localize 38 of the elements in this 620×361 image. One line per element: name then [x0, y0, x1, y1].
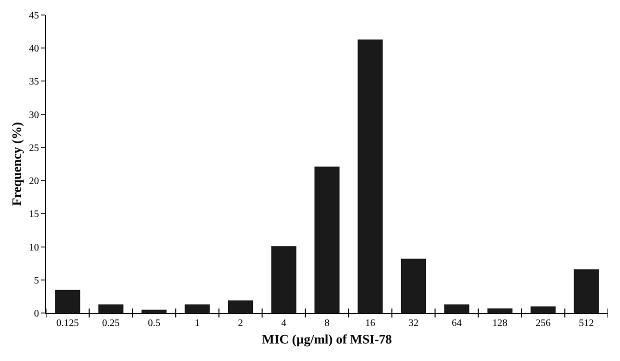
x-tick-label: 8	[324, 318, 330, 329]
x-tick-label: 256	[536, 318, 551, 329]
x-tick-label: 2	[238, 318, 244, 329]
x-tick-label: 32	[408, 318, 418, 329]
y-tick-label: 45	[29, 10, 39, 22]
bar	[487, 308, 512, 313]
bar	[314, 166, 340, 313]
x-tick-label: 512	[578, 318, 594, 329]
x-tick-label: 128	[492, 318, 508, 329]
bar	[271, 246, 296, 313]
bar	[530, 306, 556, 313]
bar	[358, 40, 383, 313]
y-tick-label: 5	[34, 275, 39, 286]
y-tick-label: 30	[29, 110, 39, 121]
bar	[142, 310, 167, 313]
y-tick-label: 20	[29, 176, 39, 188]
y-tick-label: 15	[29, 209, 39, 220]
bar	[400, 258, 426, 313]
x-tick-label: 64	[452, 318, 462, 329]
bar	[444, 304, 470, 313]
y-tick-label: 0	[34, 308, 39, 320]
y-tick-label: 35	[29, 76, 39, 88]
x-tick-label: 0.125	[56, 318, 79, 329]
y-tick-label: 40	[29, 44, 39, 55]
x-tick-label: 16	[365, 318, 376, 329]
x-tick-label: 0.25	[102, 318, 120, 329]
bar	[184, 304, 210, 313]
bar	[228, 300, 254, 313]
x-tick-label: 1	[194, 318, 200, 329]
x-tick-label: 4	[281, 318, 286, 329]
y-tick-label: 10	[29, 242, 39, 254]
bar	[98, 304, 124, 313]
x-tick-label: 0.5	[148, 318, 160, 329]
bar	[574, 269, 599, 313]
y-tick-label: 25	[29, 142, 39, 154]
bar	[55, 290, 80, 313]
x-axis-title: MIC (µg/ml) of MSI-78	[262, 332, 392, 347]
y-axis-title: Frequency (%)	[8, 122, 24, 206]
